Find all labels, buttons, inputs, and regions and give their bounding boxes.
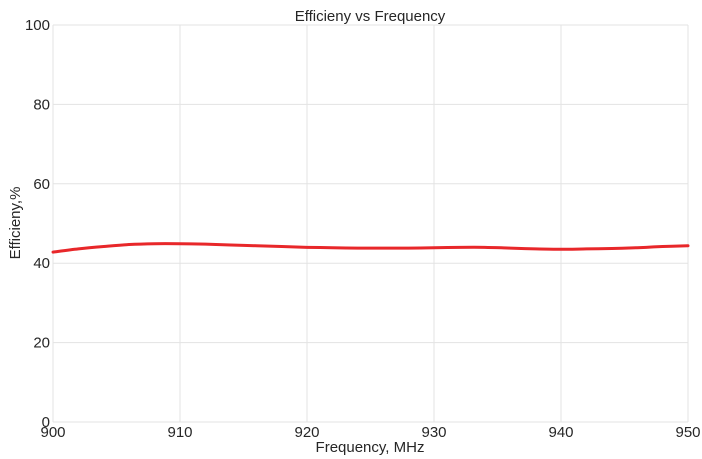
y-tick-label: 60 [33,176,50,193]
series-group [51,242,690,254]
y-tick-label: 40 [33,255,50,272]
x-tick-label: 910 [167,424,192,441]
efficiency-series-line [51,242,690,254]
x-tick-labels: 900 910 920 930 940 950 [40,424,700,441]
y-tick-labels: 0 20 40 60 80 100 [25,17,50,431]
x-tick-label: 950 [675,424,700,441]
x-tick-label: 920 [294,424,319,441]
y-tick-label: 20 [33,335,50,352]
grid-lines [52,24,689,423]
x-axis-title: Frequency, MHz [316,439,425,456]
x-tick-label: 940 [548,424,573,441]
x-tick-label: 930 [421,424,446,441]
x-tick-label: 900 [40,424,65,441]
chart-title: Efficieny vs Frequency [295,8,446,25]
y-axis-title: Efficieny,% [7,187,24,260]
y-tick-label: 80 [33,96,50,113]
y-tick-label: 100 [25,17,50,34]
y-tick-label: 0 [42,414,50,431]
